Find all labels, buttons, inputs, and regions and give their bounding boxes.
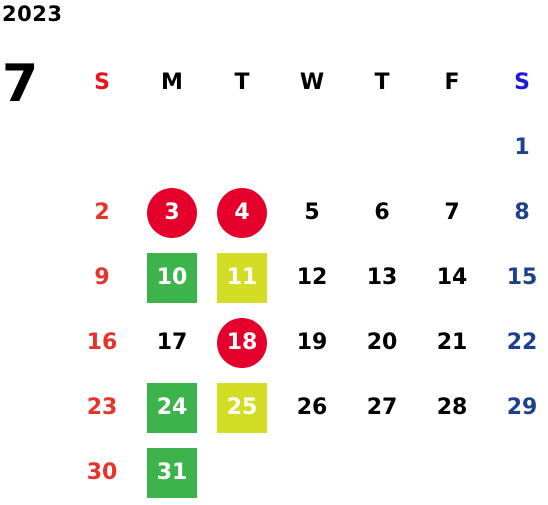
day-cell-22[interactable]: 22 [487,310,548,375]
calendar-grid: S M T W T F S 1 2 3 4 5 6 7 8 9 10 11 12 13 14 15 16 17 18 19 20 21… [67,50,548,505]
day-number: 12 [296,265,328,290]
day-cell-4[interactable]: 4 [207,180,277,245]
day-cell-31[interactable]: 31 [137,440,207,505]
day-cell-13[interactable]: 13 [347,245,417,310]
weekday-header-6: S [514,70,530,95]
day-number: 19 [296,330,328,355]
weekday-header-5: F [444,70,460,95]
weekday-header-4: T [374,70,390,95]
highlight-circle-marker [217,187,267,238]
day-number: 28 [436,395,468,420]
day-number: 18 [226,330,258,355]
highlight-square-marker [217,252,267,303]
day-cell-20[interactable]: 20 [347,310,417,375]
day-number: 8 [514,200,530,225]
day-cell-12[interactable]: 12 [277,245,347,310]
day-cell-23[interactable]: 23 [67,375,137,440]
day-cell-17[interactable]: 17 [137,310,207,375]
highlight-square-marker [147,382,197,433]
day-number: 14 [436,265,468,290]
day-cell-24[interactable]: 24 [137,375,207,440]
day-number: 26 [296,395,328,420]
day-number: 4 [234,200,250,225]
empty-cell [277,115,347,180]
day-number: 31 [156,460,188,485]
weekday-header-1: M [161,70,183,95]
day-cell-1[interactable]: 1 [487,115,548,180]
day-cell-16[interactable]: 16 [67,310,137,375]
day-number: 16 [86,330,118,355]
day-cell-28[interactable]: 28 [417,375,487,440]
day-cell-9[interactable]: 9 [67,245,137,310]
day-number: 27 [366,395,398,420]
weekday-header-2: T [234,70,250,95]
weekday-header-0: S [94,70,110,95]
day-cell-21[interactable]: 21 [417,310,487,375]
day-cell-15[interactable]: 15 [487,245,548,310]
day-cell-6[interactable]: 6 [347,180,417,245]
day-number: 30 [86,460,118,485]
day-cell-10[interactable]: 10 [137,245,207,310]
empty-cell [67,115,137,180]
day-cell-26[interactable]: 26 [277,375,347,440]
year-label: 2023 [2,2,63,26]
day-number: 10 [156,265,188,290]
highlight-circle-marker [147,187,197,238]
day-number: 2 [94,200,110,225]
day-cell-18[interactable]: 18 [207,310,277,375]
empty-cell [417,115,487,180]
day-number: 3 [164,200,180,225]
day-cell-7[interactable]: 7 [417,180,487,245]
day-number: 24 [156,395,188,420]
empty-cell [207,115,277,180]
day-cell-3[interactable]: 3 [137,180,207,245]
day-number: 17 [156,330,188,355]
day-number: 9 [94,265,110,290]
day-number: 21 [436,330,468,355]
day-number: 5 [304,200,320,225]
day-number: 13 [366,265,398,290]
empty-cell [137,115,207,180]
day-number: 15 [506,265,538,290]
day-cell-11[interactable]: 11 [207,245,277,310]
day-number: 22 [506,330,538,355]
month-number: 7 [2,54,39,114]
day-number: 7 [444,200,460,225]
day-number: 1 [514,135,530,160]
highlight-square-marker [147,252,197,303]
day-cell-5[interactable]: 5 [277,180,347,245]
day-cell-14[interactable]: 14 [417,245,487,310]
day-number: 6 [374,200,390,225]
weekday-header-3: W [299,70,325,95]
day-number: 23 [86,395,118,420]
empty-cell [347,115,417,180]
highlight-square-marker [147,447,197,498]
highlight-square-marker [217,382,267,433]
day-number: 29 [506,395,538,420]
day-cell-25[interactable]: 25 [207,375,277,440]
day-cell-2[interactable]: 2 [67,180,137,245]
day-number: 20 [366,330,398,355]
day-cell-8[interactable]: 8 [487,180,548,245]
day-cell-30[interactable]: 30 [67,440,137,505]
day-number: 11 [226,265,258,290]
day-cell-27[interactable]: 27 [347,375,417,440]
day-cell-19[interactable]: 19 [277,310,347,375]
highlight-circle-marker [217,317,267,368]
day-number: 25 [226,395,258,420]
day-cell-29[interactable]: 29 [487,375,548,440]
